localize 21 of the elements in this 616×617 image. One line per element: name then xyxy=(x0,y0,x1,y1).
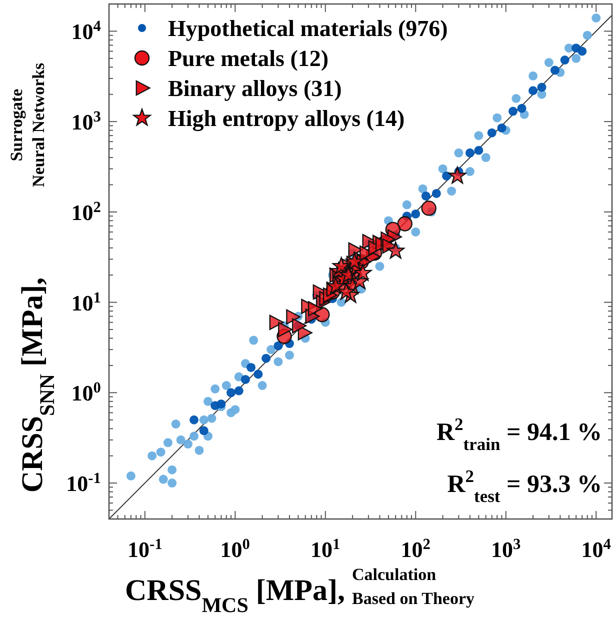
text: Surrogate Neural Networks xyxy=(7,62,48,188)
y-tick-label: 10$^{3}$ xyxy=(71,108,102,135)
x-tick-label: 10$^{2}$ xyxy=(400,536,431,562)
y-tick-label: 10$^{0}$ xyxy=(71,379,102,406)
legend-label: Hypothetical materials (976) xyxy=(168,16,448,41)
x-axis-title: CRSS$_{MCS}$ [MPa], xyxy=(125,574,345,617)
x-tick-label: 10$^{4}$ xyxy=(581,536,612,562)
annotation: R$^{2}$$_{test}$ = 93.3 % xyxy=(447,466,602,506)
legend-label: Pure metals (12) xyxy=(168,46,329,71)
y-tick-label: 10$^{1}$ xyxy=(71,288,101,316)
x-tick-label: 10$^{0}$ xyxy=(220,536,250,562)
x-tick-label: 10$^{1}$ xyxy=(310,536,340,562)
y-tick-label: 10$^{4}$ xyxy=(71,18,102,44)
text: Calculation Based on Theory xyxy=(352,565,475,608)
y-tick-label: 10$^{2}$ xyxy=(71,198,102,225)
y-tick-label: 10$^{-1}$ xyxy=(66,470,101,496)
annotation: R$^{2}$$_{train}$ = 94.1 % xyxy=(436,414,602,454)
legend-label: High entropy alloys (14) xyxy=(168,106,405,132)
legend-label: Binary alloys (31) xyxy=(168,76,342,101)
x-tick-label: 10$^{-1}$ xyxy=(127,536,162,562)
x-tick-label: 10$^{3}$ xyxy=(491,536,522,562)
